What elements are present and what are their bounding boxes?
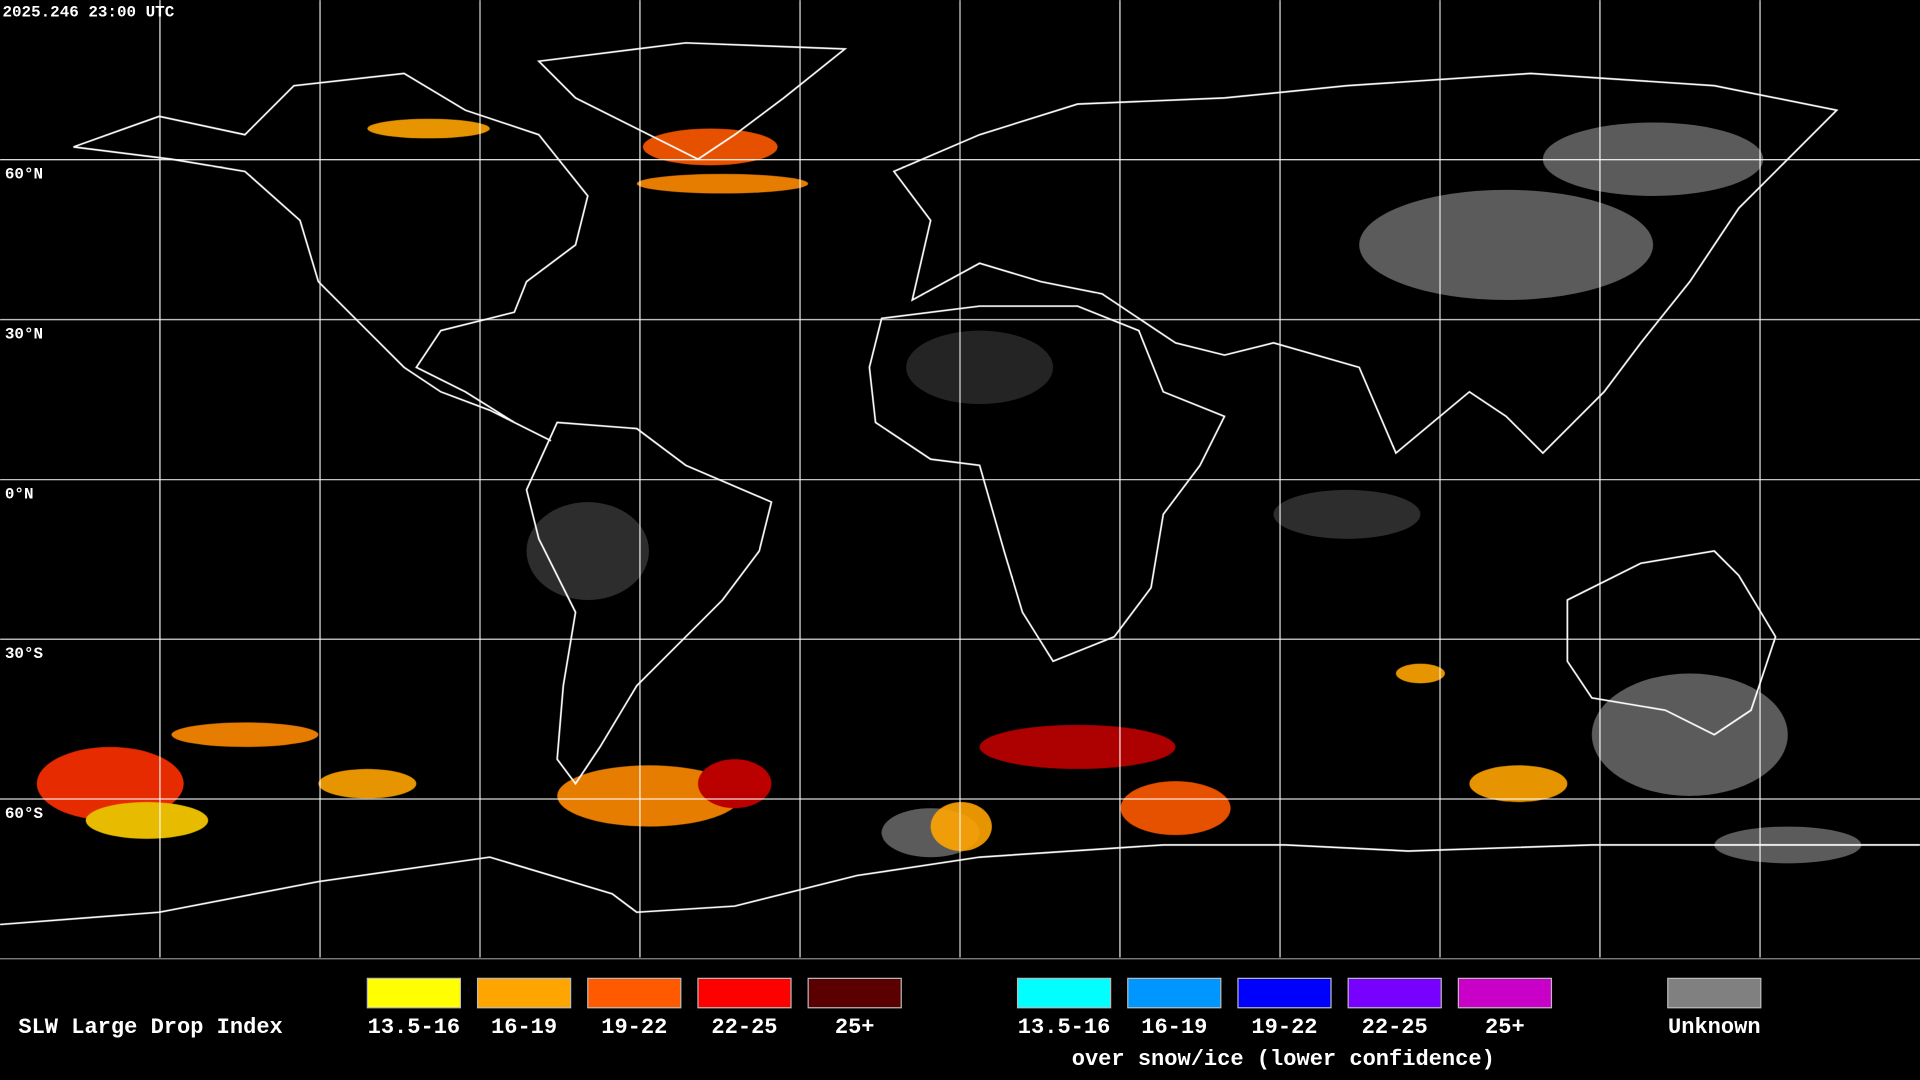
eurasia <box>892 72 1839 455</box>
legend-label: 22-25 <box>711 1015 777 1040</box>
australia <box>1566 550 1777 736</box>
latitude-label: 60°N <box>5 166 43 184</box>
legend-label: 25+ <box>835 1015 875 1040</box>
legend-swatch <box>476 977 572 1009</box>
legend-swatch <box>1127 977 1222 1009</box>
legend-label: 25+ <box>1485 1015 1525 1040</box>
legend-swatch <box>1016 977 1112 1009</box>
legend-label: 22-25 <box>1362 1015 1428 1040</box>
timestamp: 2025.246 23:00 UTC <box>2 3 174 21</box>
latitude-label: 60°S <box>5 805 44 823</box>
latitude-label: 30°N <box>5 325 43 343</box>
africa <box>868 305 1226 663</box>
legend-swatch <box>697 977 792 1009</box>
lat-lon-grid <box>0 0 1920 958</box>
legend-label: 19-22 <box>601 1015 667 1040</box>
legend-swatch <box>1237 977 1332 1009</box>
legend-swatch <box>1347 977 1442 1009</box>
legend-swatch <box>807 977 902 1009</box>
unknown-clouds <box>526 122 1862 864</box>
legend-swatch <box>587 977 682 1009</box>
coastlines <box>0 41 1920 926</box>
cloud-fields <box>36 118 1862 864</box>
legend-label: 16-19 <box>491 1015 557 1040</box>
latitude-label: 30°S <box>5 645 44 663</box>
legend: SLW Large Drop Index 13.5-16 16-19 19-22 22… <box>18 977 1762 1072</box>
legend-title: SLW Large Drop Index <box>18 1015 282 1040</box>
south-america <box>525 421 773 786</box>
legend-label: 19-22 <box>1251 1015 1317 1040</box>
legend-label: 13.5-16 <box>368 1015 461 1040</box>
north-america <box>73 72 589 442</box>
legend-caption: over snow/ice (lower confidence) <box>1072 1047 1495 1072</box>
legend-swatch <box>1457 977 1553 1009</box>
legend-swatch <box>1667 977 1762 1009</box>
drop-index-clouds <box>36 118 1568 852</box>
legend-label: 16-19 <box>1141 1015 1207 1040</box>
latitude-label: 0°N <box>5 485 34 503</box>
legend-label: Unknown <box>1668 1015 1761 1040</box>
legend-label: 13.5-16 <box>1018 1015 1111 1040</box>
legend-swatch <box>366 977 462 1009</box>
greenland <box>536 41 848 161</box>
antarctica <box>0 844 1920 926</box>
